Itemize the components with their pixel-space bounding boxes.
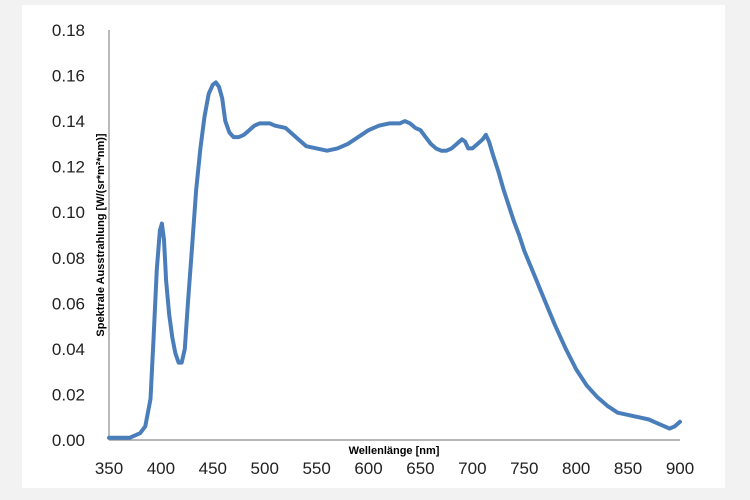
x-tick-label: 450 xyxy=(199,459,227,478)
y-tick-label: 0.04 xyxy=(52,340,85,359)
plot-area xyxy=(22,5,725,488)
x-tick-label: 550 xyxy=(302,459,330,478)
spectrum-series-line xyxy=(107,80,682,440)
y-tick-label: 0.00 xyxy=(52,431,85,450)
y-axis-title: Spektrale Ausstrahlung [W/(sr*m²*nm)] xyxy=(95,133,107,336)
x-tick-label: 350 xyxy=(95,459,123,478)
x-tick-label: 850 xyxy=(614,459,642,478)
x-tick-label: 650 xyxy=(406,459,434,478)
y-tick-label: 0.02 xyxy=(52,385,85,404)
y-tick-label: 0.12 xyxy=(52,158,85,177)
y-tick-label: 0.14 xyxy=(52,112,85,131)
x-tick-labels: 350 400 450 500 550 600 650 700 750 800 850 900 xyxy=(95,459,694,478)
x-tick-label: 800 xyxy=(562,459,590,478)
x-tick-label: 900 xyxy=(666,459,694,478)
x-tick-label: 700 xyxy=(458,459,486,478)
y-tick-label: 0.08 xyxy=(52,249,85,268)
x-tick-label: 600 xyxy=(354,459,382,478)
x-axis-title: Wellenlänge [nm] xyxy=(349,445,440,457)
y-tick-label: 0.10 xyxy=(52,203,85,222)
y-tick-labels: 0.00 0.02 0.04 0.06 0.08 0.10 0.12 0.14 0.16 0.18 xyxy=(52,21,85,450)
x-tick-label: 400 xyxy=(147,459,175,478)
x-tick-label: 750 xyxy=(510,459,538,478)
x-tick-label: 500 xyxy=(251,459,279,478)
y-tick-label: 0.06 xyxy=(52,294,85,313)
y-tick-label: 0.16 xyxy=(52,67,85,86)
y-tick-label: 0.18 xyxy=(52,21,85,40)
